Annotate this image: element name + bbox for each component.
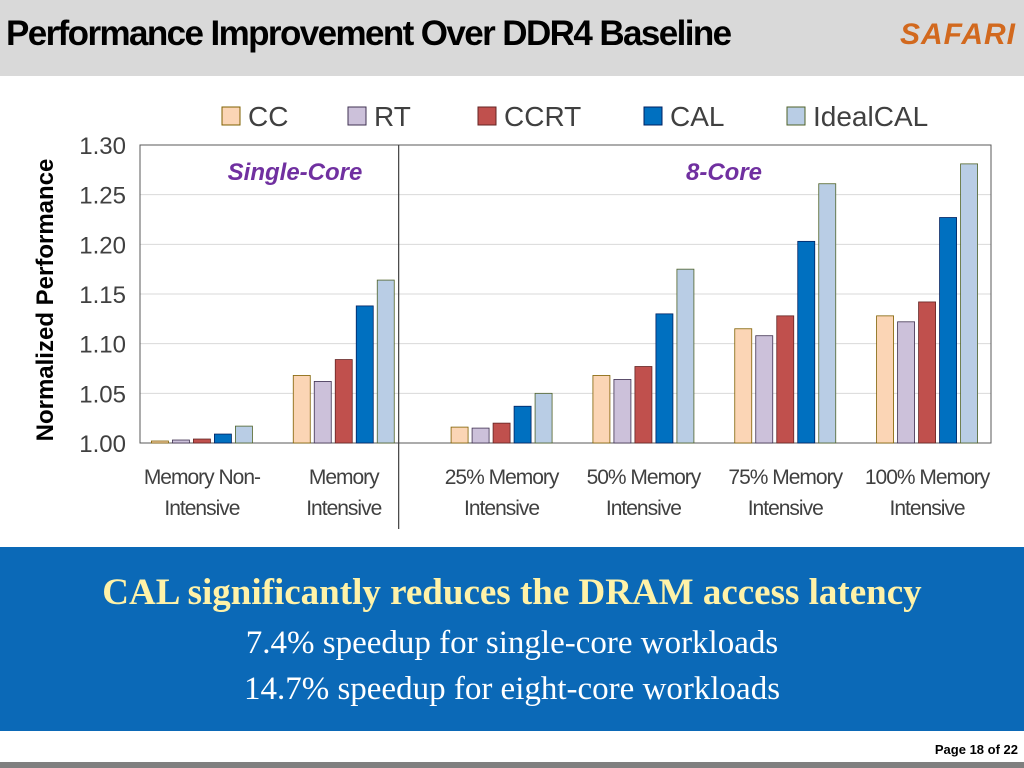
x-tick-label: Memory — [309, 466, 380, 489]
y-tick-label: 1.30 — [79, 133, 126, 160]
bar-cc-5 — [734, 328, 753, 444]
legend-swatch-rt — [347, 106, 367, 126]
bar-rt-6 — [897, 321, 915, 444]
takeaway-banner: CAL significantly reduces the DRAM acces… — [0, 547, 1024, 731]
banner-single-core: 7.4% speedup for single-core workloads — [245, 625, 779, 661]
legend-swatch-idealcal — [786, 106, 806, 126]
y-tick-label: 1.00 — [79, 431, 126, 458]
y-tick-label: 1.10 — [79, 332, 126, 359]
x-tick-label: Intensive — [748, 497, 823, 520]
bar-rt-5 — [755, 335, 774, 444]
bar-cal-1 — [214, 433, 232, 444]
plot-frame — [139, 144, 992, 444]
slide-title: Performance Improvement Over DDR4 Baseli… — [6, 14, 732, 53]
legend-label-idealcal: IdealCAL — [813, 101, 928, 132]
panel-label-single-core: Single-Core — [228, 159, 363, 186]
bar-rt-3 — [471, 427, 490, 444]
x-tick-label: Memory Non- — [144, 466, 261, 489]
legend-label-ccrt: CCRT — [504, 101, 581, 132]
bar-ccrt-3 — [492, 422, 511, 444]
bar-ccrt-1 — [193, 438, 211, 444]
x-tick-label: Intensive — [306, 497, 381, 520]
bar-cc-1 — [151, 440, 169, 444]
bar-idealcal-5 — [818, 183, 837, 444]
y-tick-label: 1.15 — [79, 282, 126, 309]
x-tick-label: Intensive — [890, 497, 965, 520]
y-axis-label: Normalized Performance — [32, 159, 59, 442]
page-number: Page 18 of 22 — [934, 742, 1018, 757]
bar-ccrt-5 — [776, 315, 795, 444]
bar-rt-2 — [313, 381, 332, 444]
banner-eight-core: 14.7% speedup for eight-core workloads — [243, 671, 781, 707]
footer-divider — [0, 762, 1024, 768]
x-tick-label: 75% Memory — [728, 466, 843, 489]
x-tick-label: 25% Memory — [445, 466, 560, 489]
x-tick-label: Intensive — [464, 497, 539, 520]
x-tick-label: 100% Memory — [865, 466, 991, 489]
bar-idealcal-6 — [960, 163, 978, 444]
bar-ccrt-6 — [918, 301, 936, 444]
bar-cc-2 — [292, 375, 311, 444]
legend-label-rt: RT — [374, 101, 411, 132]
bar-cc-4 — [592, 375, 611, 444]
legend-swatch-cc — [221, 106, 241, 126]
bar-idealcal-3 — [534, 392, 553, 444]
bar-chart: Normalized Performance 1.00 1.05 1.10 1.15 1… — [32, 101, 992, 529]
bar-ccrt-2 — [334, 359, 353, 444]
legend-label-cal: CAL — [670, 101, 724, 132]
x-tick-label: Intensive — [606, 497, 681, 520]
banner-headline: CAL significantly reduces the DRAM acces… — [102, 572, 922, 613]
bar-rt-4 — [613, 379, 632, 444]
bar-ccrt-4 — [634, 366, 653, 444]
bar-cal-6 — [939, 217, 957, 444]
bar-cal-4 — [655, 313, 674, 444]
bar-cal-3 — [513, 405, 532, 444]
bar-idealcal-1 — [235, 425, 253, 444]
bar-cal-5 — [797, 240, 816, 444]
bar-rt-1 — [172, 439, 190, 444]
safari-logo: SAFARI — [899, 18, 1016, 51]
slide-header: Performance Improvement Over DDR4 Baseli… — [0, 0, 1024, 76]
bar-cc-6 — [876, 315, 894, 444]
x-tick-label: Intensive — [164, 497, 239, 520]
x-tick-label: 50% Memory — [587, 466, 702, 489]
bar-idealcal-2 — [376, 279, 395, 444]
legend-label-cc: CC — [248, 101, 288, 132]
y-tick-label: 1.20 — [79, 232, 126, 259]
legend-swatch-cal — [643, 106, 663, 126]
panel-label-8-core: 8-Core — [686, 159, 762, 186]
bar-idealcal-4 — [676, 268, 695, 444]
bar-cal-2 — [355, 305, 374, 444]
bar-cc-3 — [450, 426, 469, 444]
y-tick-label: 1.05 — [79, 381, 126, 408]
y-tick-label: 1.25 — [79, 183, 126, 210]
legend-swatch-ccrt — [477, 106, 497, 126]
